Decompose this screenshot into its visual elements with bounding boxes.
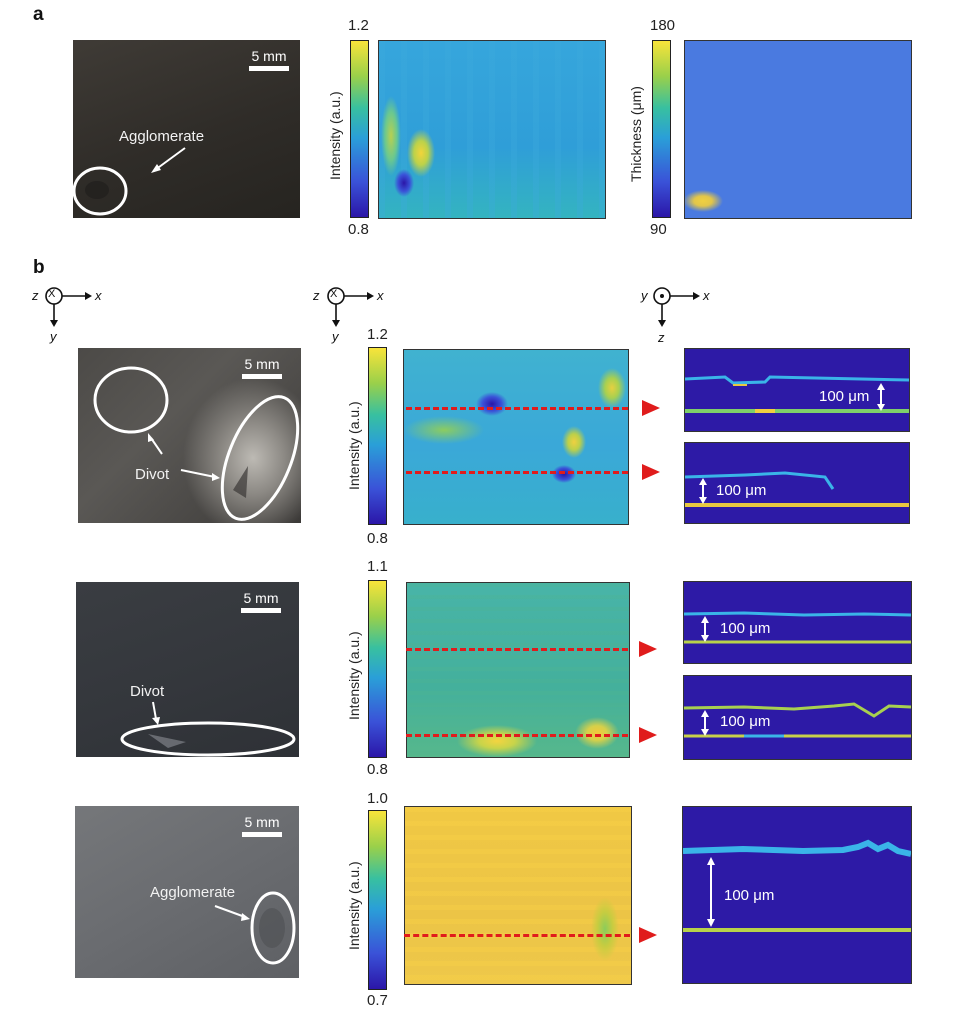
cbar-a2-label: Thickness (μm) (628, 86, 644, 182)
axes-mid-z: z (313, 288, 320, 303)
panel-b-letter: b (33, 257, 45, 278)
row1-intensity-map (403, 349, 629, 525)
row1-cbar (368, 347, 387, 525)
row3-photo: 5 mm Agglomerate (75, 806, 299, 978)
panel-a-annotation-overlay (73, 147, 186, 216)
row3-annotation-overlay (214, 891, 296, 965)
row3-cbar-max: 1.0 (367, 790, 388, 807)
axes-left: X z x y (30, 285, 110, 345)
axes-left-y: y (50, 329, 57, 344)
row1-cbar-label: Intensity (a.u.) (346, 401, 362, 490)
row2-photo: 5 mm Divot (76, 582, 299, 757)
row2-slice-2-scale: 100 μm (720, 713, 771, 730)
divot-label: Divot (130, 683, 165, 700)
row3-slice: 100 μm (682, 806, 912, 984)
row1-cbar-max: 1.2 (367, 326, 388, 343)
row1-slice-1-scale: 100 μm (819, 388, 870, 405)
row2-arrow-1 (639, 641, 657, 657)
cbar-a2-max: 180 (650, 17, 676, 34)
row3-cbar-label: Intensity (a.u.) (346, 861, 362, 950)
axes-left-z: z (32, 288, 39, 303)
scalebar-line (249, 66, 289, 71)
cbar-a2 (652, 40, 671, 218)
row2-cbar-max: 1.1 (367, 558, 388, 575)
axes-left-x: x (95, 288, 102, 303)
axes-mid-in: X (330, 288, 338, 300)
cbar-a1 (350, 40, 369, 218)
row1-cut-line-1 (406, 407, 628, 410)
row3-slice-scale: 100 μm (724, 887, 775, 904)
row2-cbar (368, 580, 387, 758)
row2-slice-1-scale: 100 μm (720, 620, 771, 637)
row1-slice-1: 100 μm (684, 348, 910, 432)
row2-cut-line-2 (406, 734, 628, 737)
row1-cut-line-2 (406, 471, 628, 474)
row1-scalebar: 5 mm (238, 356, 286, 379)
cbar-a2-min: 90 (650, 221, 667, 238)
agglomerate-label: Agglomerate (119, 128, 205, 145)
cbar-a1-max: 1.2 (348, 17, 369, 34)
row3-cbar (368, 810, 387, 990)
panel-a-letter: a (33, 4, 44, 25)
scalebar-label: 5 mm (244, 356, 280, 372)
axes-mid-x: x (377, 288, 384, 303)
row1-slice-2-scale: 100 μm (716, 482, 767, 499)
panel-a-photo-scalebar: 5 mm (245, 48, 293, 71)
row2-slice-2: 100 μm (683, 675, 912, 760)
row2-slice-1: 100 μm (683, 581, 912, 664)
axes-mid-y: y (332, 329, 339, 344)
cbar-a1-label: Intensity (a.u.) (327, 91, 343, 180)
axes-right-x: x (703, 288, 710, 303)
panel-a-thickness-map (684, 40, 912, 219)
row1-arrow-1 (642, 400, 660, 416)
axes-mid: X z x y (310, 285, 390, 345)
row1-arrow-2 (642, 464, 660, 480)
row2-cbar-min: 0.8 (367, 761, 388, 778)
row1-annotation-overlay (93, 366, 300, 521)
row3-arrow (639, 927, 657, 943)
row3-intensity-map (404, 806, 632, 985)
axes-right-z: z (658, 330, 665, 345)
axes-right: y x z (638, 285, 718, 347)
row3-scalebar: 5 mm (238, 814, 286, 837)
agglomerate-label: Agglomerate (150, 884, 236, 901)
row2-cut-line-1 (406, 648, 628, 651)
row1-cbar-min: 0.8 (367, 530, 388, 547)
divot-label: Divot (135, 466, 170, 483)
panel-a-intensity-map (378, 40, 606, 219)
scalebar-line (241, 608, 281, 613)
row2-annotation-overlay (120, 701, 296, 757)
row2-scalebar: 5 mm (237, 590, 285, 613)
row2-arrow-2 (639, 727, 657, 743)
axes-left-in: X (48, 288, 56, 300)
row3-cbar-min: 0.7 (367, 992, 388, 1009)
row1-slice-2: 100 μm (684, 442, 910, 524)
scalebar-label: 5 mm (243, 590, 279, 606)
scalebar-label: 5 mm (251, 48, 287, 64)
scalebar-line (242, 832, 282, 837)
row2-intensity-map (406, 582, 630, 758)
cbar-a1-min: 0.8 (348, 221, 369, 238)
panel-a-photo: 5 mm Agglomerate (73, 40, 300, 218)
row2-cbar-label: Intensity (a.u.) (346, 631, 362, 720)
row3-cut-line (404, 934, 630, 937)
scalebar-label: 5 mm (244, 814, 280, 830)
scalebar-line (242, 374, 282, 379)
row1-photo: 5 mm Divot (78, 348, 301, 523)
axes-right-y: y (641, 288, 648, 303)
